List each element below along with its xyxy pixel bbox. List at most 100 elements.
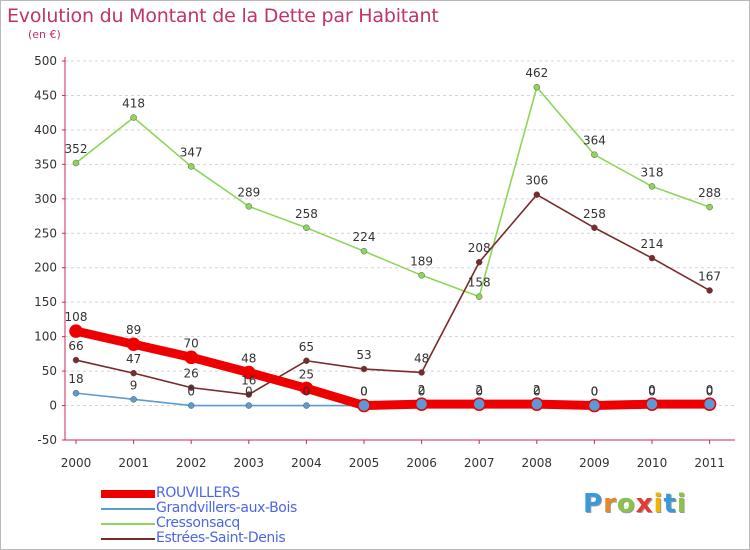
- data-label: 258: [583, 207, 606, 221]
- data-point: [475, 293, 483, 300]
- x-tick-label: 2007: [464, 456, 495, 470]
- data-label: 347: [180, 145, 203, 159]
- series-line: [75, 86, 711, 298]
- data-point: [530, 397, 544, 411]
- data-label: 66: [68, 339, 83, 353]
- x-tick-label: 2011: [694, 456, 725, 470]
- data-label: 2: [418, 383, 426, 397]
- data-label: 288: [698, 186, 721, 200]
- data-label: 258: [295, 207, 318, 221]
- data-point: [414, 397, 429, 411]
- chart-subtitle: (en €): [28, 28, 61, 41]
- data-point: [357, 398, 371, 413]
- data-point: [187, 163, 195, 170]
- y-tick-label: 250: [34, 226, 57, 240]
- data-point: [303, 402, 310, 409]
- data-label: 26: [184, 367, 199, 381]
- data-point: [299, 381, 314, 396]
- y-tick-label: -50: [37, 433, 57, 447]
- data-point: [706, 203, 713, 211]
- y-tick-label: 500: [34, 54, 57, 68]
- x-tick-label: 2008: [522, 456, 553, 470]
- data-label: 0: [706, 385, 714, 399]
- data-label: 364: [583, 134, 606, 148]
- data-point: [706, 287, 713, 294]
- proxiti-logo: Proxiti: [583, 489, 687, 519]
- data-label: 189: [410, 254, 433, 268]
- data-label: 0: [591, 385, 599, 399]
- data-point: [187, 402, 195, 409]
- data-label: 89: [126, 323, 141, 337]
- data-label: 158: [468, 276, 491, 290]
- data-point: [418, 272, 425, 279]
- legend-label: Estrées-Saint-Denis: [156, 530, 286, 546]
- legend-label: Grandvillers-aux-Bois: [156, 500, 297, 516]
- x-tick-label: 2006: [406, 456, 437, 470]
- data-label: 214: [641, 237, 664, 251]
- x-tick-label: 2005: [349, 456, 380, 470]
- y-tick-label: 50: [42, 364, 57, 378]
- data-point: [187, 384, 195, 391]
- data-label: 0: [360, 385, 368, 399]
- data-label: 318: [641, 165, 664, 179]
- data-point: [648, 183, 656, 190]
- data-point: [245, 203, 253, 210]
- data-label: 48: [414, 351, 429, 365]
- data-point: [303, 224, 310, 232]
- legend-swatch: [101, 508, 155, 510]
- data-point: [418, 369, 425, 376]
- data-point: [72, 356, 80, 364]
- y-tick-label: 100: [34, 330, 57, 344]
- legend-label: Cressonsacq: [156, 515, 240, 531]
- y-tick-label: 200: [34, 261, 57, 275]
- series-line: [71, 326, 715, 411]
- data-point: [472, 397, 486, 411]
- y-tick-label: 450: [34, 88, 57, 102]
- legend-swatch: [101, 490, 155, 498]
- data-label: 0: [648, 383, 656, 397]
- chart-title: Evolution du Montant de la Dette par Hab…: [7, 5, 439, 27]
- y-tick-label: 0: [49, 399, 57, 413]
- data-point: [702, 397, 717, 411]
- data-label: 0: [360, 385, 368, 399]
- x-tick-label: 2004: [291, 456, 322, 470]
- data-label: 0: [187, 385, 195, 399]
- legend-label: ROUVILLERS: [156, 485, 240, 501]
- y-tick-label: 300: [34, 192, 57, 206]
- data-label: 0: [591, 385, 599, 399]
- series-line: [75, 193, 711, 396]
- data-point: [533, 191, 541, 198]
- data-label: 53: [356, 348, 371, 362]
- data-label: 2: [475, 383, 483, 397]
- data-label: 224: [353, 230, 376, 244]
- data-point: [591, 151, 598, 158]
- y-tick-label: 350: [34, 157, 57, 171]
- data-label: 48: [241, 351, 256, 365]
- data-label: 306: [525, 174, 548, 188]
- y-tick-label: 150: [34, 295, 57, 309]
- data-point: [130, 369, 137, 377]
- data-label: 47: [126, 352, 141, 366]
- data-point: [360, 247, 368, 255]
- data-point: [475, 258, 483, 266]
- data-label: 289: [237, 185, 260, 199]
- data-label: 0: [706, 383, 714, 397]
- data-label: 0: [648, 385, 656, 399]
- data-point: [126, 337, 141, 351]
- data-point: [130, 114, 137, 121]
- data-label: 208: [468, 241, 491, 255]
- x-tick-label: 2010: [637, 456, 668, 470]
- data-point: [645, 397, 659, 411]
- data-label: 2: [533, 383, 541, 397]
- data-point: [533, 83, 541, 91]
- data-point: [245, 402, 253, 409]
- x-tick-label: 2003: [234, 456, 265, 470]
- x-tick-label: 2000: [61, 456, 92, 470]
- data-label: 0: [245, 385, 253, 399]
- legend-swatch: [101, 538, 155, 540]
- data-label: 70: [184, 336, 199, 350]
- data-label: 0: [303, 385, 311, 399]
- x-tick-label: 2001: [118, 456, 149, 470]
- data-point: [591, 224, 598, 232]
